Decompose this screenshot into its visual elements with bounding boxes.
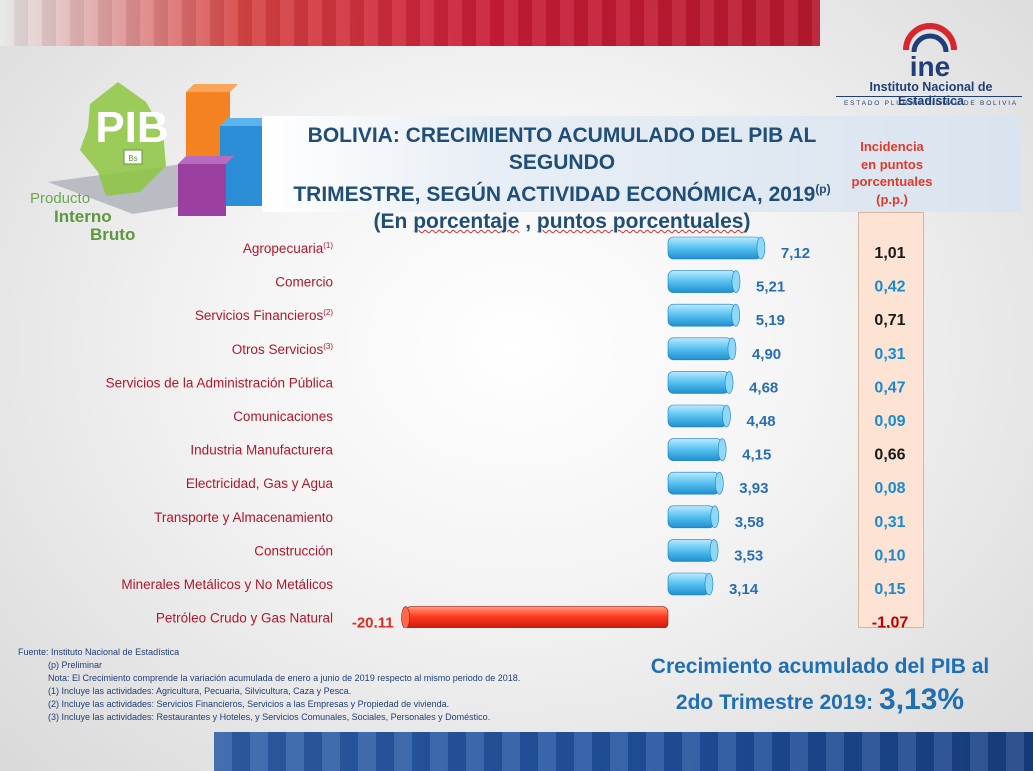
category-label-6: Comunicaciones bbox=[233, 409, 333, 424]
category-label-1: Agropecuaria(1) bbox=[243, 241, 333, 256]
value-label-1: 7,12 bbox=[781, 245, 810, 262]
footnote-2: (2) Incluye las actividades: Servicios F… bbox=[48, 699, 450, 709]
bar-cap-7 bbox=[717, 438, 727, 461]
incidence-header-4: (p.p.) bbox=[876, 191, 908, 207]
title-line-1: BOLIVIA: CRECIMIENTO ACUMULADO DEL PIB A… bbox=[307, 124, 817, 174]
bar-cap-1 bbox=[756, 236, 766, 260]
summary-line-2: 2do Trimestre 2019: 3,13% bbox=[675, 683, 965, 716]
value-label-7: 4,15 bbox=[742, 447, 771, 464]
value-label-5: 4,68 bbox=[749, 379, 778, 396]
chart-subtitle: (En porcentaje , puntos porcentuales) bbox=[373, 210, 751, 233]
incidence-value-1: 1,01 bbox=[874, 245, 905, 262]
bar-3 bbox=[667, 303, 737, 327]
value-label-12: -20,11 bbox=[352, 615, 394, 628]
value-label-10: 3,53 bbox=[734, 547, 763, 564]
incidence-value-8: 0,08 bbox=[874, 480, 905, 497]
value-label-4: 4,90 bbox=[752, 346, 781, 363]
growth-summary: Crecimiento acumulado del PIB al 2do Tri… bbox=[620, 650, 1020, 719]
pib-caption-1: Producto bbox=[30, 190, 91, 207]
bar-1 bbox=[667, 236, 762, 260]
pib-logo: PIB Bs bbox=[48, 82, 272, 216]
incidence-value-6: 0,09 bbox=[874, 413, 905, 430]
bar-cap-3 bbox=[731, 303, 741, 327]
summary-line-1: Crecimiento acumulado del PIB al bbox=[650, 655, 990, 678]
category-label-4: Otros Servicios(3) bbox=[232, 342, 334, 357]
category-label-9: Transporte y Almacenamiento bbox=[154, 510, 333, 525]
incidence-value-7: 0,66 bbox=[874, 447, 905, 464]
ine-logo: ine Instituto Nacional de Estadística ES… bbox=[836, 14, 1026, 110]
value-label-9: 3,58 bbox=[735, 514, 764, 531]
incidence-value-2: 0,42 bbox=[874, 279, 905, 296]
footnote-1: (1) Incluye las actividades: Agricultura… bbox=[48, 686, 352, 696]
bar-2 bbox=[667, 270, 737, 293]
category-label-8: Electricidad, Gas y Agua bbox=[186, 476, 334, 491]
pib-badge: Bs bbox=[128, 154, 137, 163]
bar-9 bbox=[667, 505, 716, 529]
bar-cap-5 bbox=[724, 371, 734, 394]
bar-5 bbox=[667, 371, 730, 394]
growth-bar-chart: Agropecuaria(1) 7,12 1,01 Comercio 5,21 0,42 S… bbox=[106, 236, 909, 628]
category-label-3: Servicios Financieros(2) bbox=[195, 308, 333, 323]
incidence-value-10: 0,10 bbox=[874, 547, 905, 564]
incidence-header-2: en puntos bbox=[860, 156, 924, 172]
chart-title: BOLIVIA: CRECIMIENTO ACUMULADO DEL PIB A… bbox=[262, 122, 862, 235]
bar-cap-6 bbox=[722, 404, 731, 428]
title-band bbox=[262, 116, 1022, 212]
bottom-decorative-band bbox=[214, 732, 1033, 771]
value-label-11: 3,14 bbox=[729, 581, 759, 598]
bar-cap-9 bbox=[710, 505, 720, 529]
bar-8 bbox=[667, 471, 720, 495]
footnote-preliminary: (p) Preliminar bbox=[48, 660, 103, 670]
value-label-6: 4,48 bbox=[746, 413, 775, 430]
bar-12 bbox=[405, 606, 669, 628]
incidence-value-11: 0,15 bbox=[874, 581, 905, 598]
bar-cap-4 bbox=[727, 337, 737, 361]
bar-4 bbox=[667, 337, 733, 361]
value-label-8: 3,93 bbox=[739, 480, 768, 497]
incidence-value-4: 0,31 bbox=[874, 346, 905, 363]
pib-logo-text: PIB bbox=[95, 103, 168, 152]
incidence-value-3: 0,71 bbox=[874, 312, 905, 329]
pib-caption: Producto Interno Bruto bbox=[30, 190, 135, 244]
category-label-5: Servicios de la Administración Pública bbox=[106, 375, 334, 390]
top-decorative-band bbox=[0, 0, 820, 46]
category-label-10: Construcción bbox=[254, 543, 333, 558]
incidence-value-12: -1,07 bbox=[872, 615, 909, 628]
summary-value: 3,13% bbox=[879, 683, 965, 716]
bar-11 bbox=[667, 572, 710, 596]
category-label-7: Industria Manufacturera bbox=[190, 443, 333, 458]
title-line-2: TRIMESTRE, SEGÚN ACTIVIDAD ECONÓMICA, 20… bbox=[293, 182, 831, 206]
ine-emblem-icon: ine bbox=[903, 23, 957, 82]
category-label-2: Comercio bbox=[275, 275, 333, 290]
incidence-header: Incidencia en puntos porcentuales (p.p.) bbox=[846, 138, 938, 208]
bar-7 bbox=[667, 438, 723, 461]
footnote-source: Fuente: Instituto Nacional de Estadístic… bbox=[18, 647, 180, 657]
pib-caption-3: Bruto bbox=[90, 225, 136, 244]
category-label-12: Petróleo Crudo y Gas Natural bbox=[156, 611, 333, 626]
incidence-header-1: Incidencia bbox=[860, 139, 924, 154]
bar-cap-11 bbox=[704, 572, 714, 596]
bar-cap-2 bbox=[731, 270, 741, 293]
ine-subname: ESTADO PLURINACIONAL DE BOLIVIA bbox=[844, 100, 1018, 107]
incidence-column bbox=[858, 212, 924, 628]
footnotes: Fuente: Instituto Nacional de Estadístic… bbox=[18, 646, 520, 724]
ine-rule bbox=[836, 96, 1022, 97]
bar-cap-12 bbox=[401, 606, 410, 628]
incidence-value-5: 0,47 bbox=[874, 379, 905, 396]
category-label-11: Minerales Metálicos y No Metálicos bbox=[121, 577, 333, 592]
ine-acronym: ine bbox=[910, 51, 950, 80]
value-label-2: 5,21 bbox=[756, 279, 785, 296]
ine-name: Instituto Nacional de Estadística bbox=[869, 80, 993, 108]
incidence-value-9: 0,31 bbox=[874, 514, 905, 531]
bar-6 bbox=[667, 404, 727, 428]
bar-cap-10 bbox=[709, 539, 719, 562]
footnote-note: Nota: El Crecimiento comprende la variac… bbox=[48, 673, 521, 683]
pib-caption-2: Interno bbox=[54, 207, 112, 226]
value-label-3: 5,19 bbox=[756, 312, 785, 329]
bar-cap-8 bbox=[714, 471, 724, 495]
bar-10 bbox=[667, 539, 715, 562]
footnote-3: (3) Incluye las actividades: Restaurante… bbox=[48, 712, 491, 722]
incidence-header-3: porcentuales bbox=[851, 174, 933, 189]
